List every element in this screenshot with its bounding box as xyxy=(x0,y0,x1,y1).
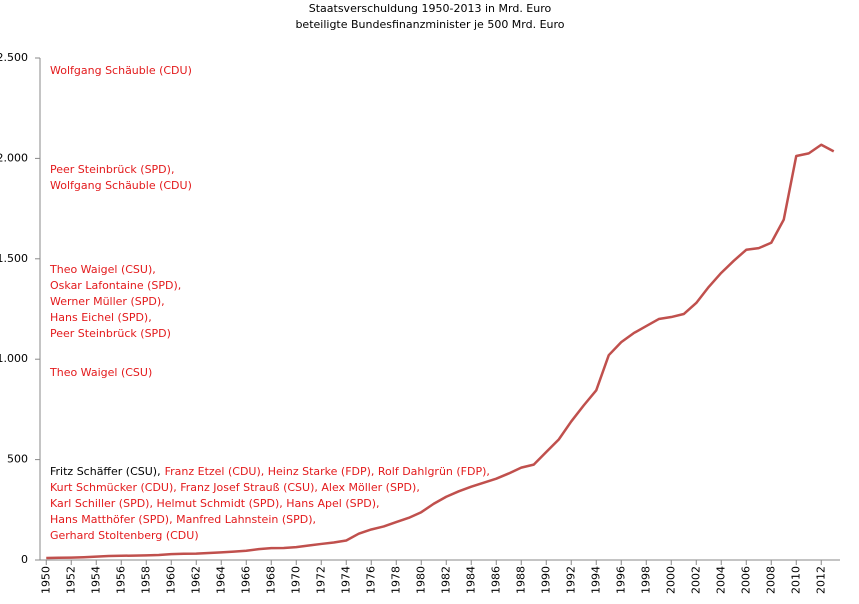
x-tick-label: 2010 xyxy=(789,566,802,594)
x-tick-label: 1962 xyxy=(189,566,202,594)
annotation-part: Hans Eichel (SPD), xyxy=(50,311,152,324)
annotation: Theo Waigel (CSU) xyxy=(49,366,152,379)
x-tick-label: 1990 xyxy=(539,566,552,594)
annotation: Hans Matthöfer (SPD), Manfred Lahnstein … xyxy=(50,513,316,526)
x-tick-label: 1960 xyxy=(164,566,177,594)
annotation: Theo Waigel (CSU), xyxy=(49,263,156,276)
x-tick-label: 2006 xyxy=(739,566,752,594)
x-tick-label: 2002 xyxy=(689,566,702,594)
annotation-part: Werner Müller (SPD), xyxy=(50,295,165,308)
x-tick-label: 2004 xyxy=(714,566,727,594)
y-tick-label: 2.500 xyxy=(0,51,28,64)
x-tick-label: 1972 xyxy=(314,566,327,594)
annotation-part: Peer Steinbrück (SPD) xyxy=(50,327,171,340)
x-tick-label: 1956 xyxy=(114,566,127,594)
y-tick-label: 1.000 xyxy=(0,352,28,365)
line-series xyxy=(46,143,835,560)
x-tick-label: 1964 xyxy=(214,566,227,594)
chart-subtitle: beteiligte Bundesfinanzminister je 500 M… xyxy=(295,18,564,31)
annotation: Kurt Schmücker (CDU), Franz Josef Strauß… xyxy=(50,481,420,494)
x-tick-label: 2008 xyxy=(764,566,777,594)
x-tick-label: 2000 xyxy=(664,566,677,594)
x-tick-label: 1976 xyxy=(364,566,377,594)
annotation-part: Franz Etzel (CDU), Heinz Starke (FDP), R… xyxy=(165,465,490,478)
annotation-part: Karl Schiller (SPD), Helmut Schmidt (SPD… xyxy=(50,497,379,510)
x-tick-label: 1988 xyxy=(514,566,527,594)
x-tick-label: 1982 xyxy=(439,566,452,594)
annotation: Oskar Lafontaine (SPD), xyxy=(50,279,181,292)
x-tick-label: 1974 xyxy=(339,566,352,594)
annotation: Karl Schiller (SPD), Helmut Schmidt (SPD… xyxy=(50,497,379,510)
x-tick-label: 1966 xyxy=(239,566,252,594)
annotation: Wolfgang Schäuble (CDU) xyxy=(50,179,192,192)
annotation: Peer Steinbrück (SPD) xyxy=(50,327,171,340)
annotation-part: Hans Matthöfer (SPD), Manfred Lahnstein … xyxy=(50,513,316,526)
annotation-part: Theo Waigel (CSU), xyxy=(49,263,156,276)
y-tick-label: 1.500 xyxy=(0,252,28,265)
annotation-part: Wolfgang Schäuble (CDU) xyxy=(50,179,192,192)
chart-title: Staatsverschuldung 1950-2013 in Mrd. Eur… xyxy=(309,2,552,15)
x-tick-label: 1978 xyxy=(389,566,402,594)
annotation-part: Oskar Lafontaine (SPD), xyxy=(50,279,181,292)
annotation-part: Wolfgang Schäuble (CDU) xyxy=(50,64,192,77)
x-tick-label: 1986 xyxy=(489,566,502,594)
annotation: Werner Müller (SPD), xyxy=(50,295,165,308)
x-tick-label: 1994 xyxy=(589,566,602,594)
y-tick-label: 500 xyxy=(7,453,28,466)
y-tick-label: 0 xyxy=(21,553,28,566)
annotation: Wolfgang Schäuble (CDU) xyxy=(50,64,192,77)
annotation-part: Fritz Schäffer (CSU), xyxy=(50,465,161,478)
annotation-part: Theo Waigel (CSU) xyxy=(49,366,152,379)
x-tick-label: 1998 xyxy=(639,566,652,594)
annotation: Gerhard Stoltenberg (CDU) xyxy=(50,529,199,542)
annotation-part: Peer Steinbrück (SPD), xyxy=(50,163,174,176)
annotation-part: Gerhard Stoltenberg (CDU) xyxy=(50,529,199,542)
y-tick-label: 2.000 xyxy=(0,151,28,164)
x-tick-label: 1954 xyxy=(89,566,102,594)
annotation-part: Kurt Schmücker (CDU), Franz Josef Strauß… xyxy=(50,481,420,494)
x-tick-label: 1996 xyxy=(614,566,627,594)
x-tick-label: 1970 xyxy=(289,566,302,594)
annotation: Fritz Schäffer (CSU), Franz Etzel (CDU), … xyxy=(50,465,490,478)
annotation: Peer Steinbrück (SPD), xyxy=(50,163,174,176)
x-tick-label: 1950 xyxy=(39,566,52,594)
x-tick-label: 1952 xyxy=(64,566,77,594)
x-tick-label: 1968 xyxy=(264,566,277,594)
annotation: Hans Eichel (SPD), xyxy=(50,311,152,324)
x-tick-label: 1984 xyxy=(464,566,477,594)
x-tick-label: 1980 xyxy=(414,566,427,594)
x-tick-label: 1992 xyxy=(564,566,577,594)
x-tick-label: 1958 xyxy=(139,566,152,594)
x-tick-label: 2012 xyxy=(814,566,827,594)
